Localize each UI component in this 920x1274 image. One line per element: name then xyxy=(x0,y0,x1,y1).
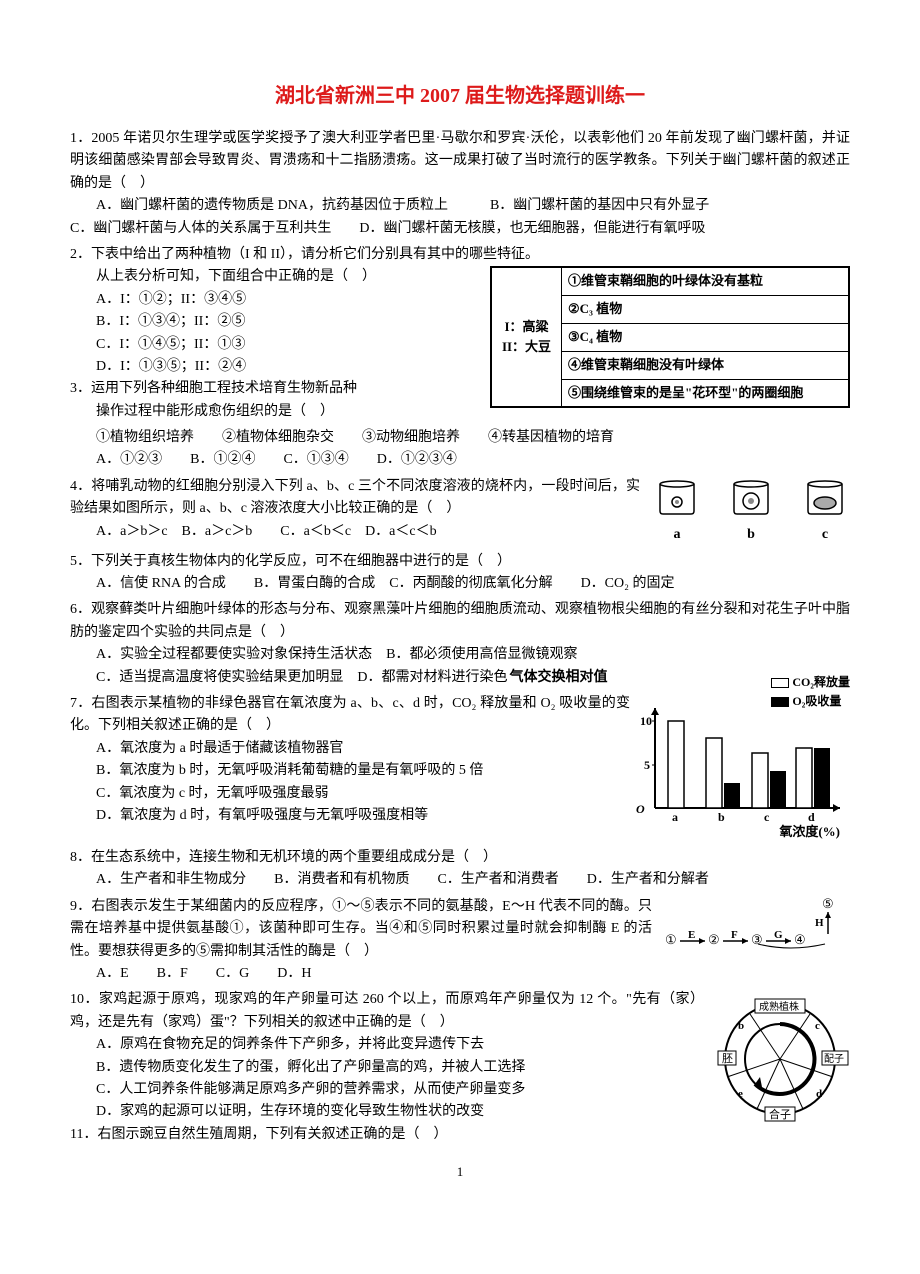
q3-opts: A．①②③ B．①②④ C．①③④ D．①②③④ xyxy=(96,449,850,471)
svg-text:E: E xyxy=(688,929,695,941)
q2-optA: A．I：①②；II：③④⑤ xyxy=(96,289,480,311)
q11-body: 11．右图示豌豆自然生殖周期，下列有关叙述正确的是（ ） xyxy=(70,1124,704,1146)
q2-optD: D．I：①③⑤；II：②④ xyxy=(96,356,480,378)
q7-optD: D．氧浓度为 d 时，有氧呼吸强度与无氧呼吸强度相等 xyxy=(96,805,630,827)
legend-o2: O₂吸收量 xyxy=(792,694,841,708)
svg-text:④: ④ xyxy=(794,932,806,947)
q6-body: 6．观察藓类叶片细胞叶绿体的形态与分布、观察黑藻叶片细胞的细胞质流动、观察植物根… xyxy=(70,599,850,644)
q7-optA: A．氧浓度为 a 时最适于储藏该植物器官 xyxy=(96,738,630,760)
question-4: 4．将哺乳动物的红细胞分别浸入下列 a、b、c 三个不同浓度溶液的烧杯内，一段时… xyxy=(70,476,850,547)
question-9: 9．右图表示发生于某细菌内的反应程序，①～⑤表示不同的氨基酸，E～H 代表不同的… xyxy=(70,896,850,986)
legend-co2: CO₂释放量 xyxy=(792,675,850,689)
svg-text:e: e xyxy=(738,1088,743,1100)
svg-text:a: a xyxy=(672,810,678,824)
svg-text:5: 5 xyxy=(644,758,650,772)
pathway-diagram-icon: ⑤ H ① E ② F ③ G ④ xyxy=(660,896,850,956)
q7-optC: C．氧浓度为 c 时，无氧呼吸强度最弱 xyxy=(96,783,630,805)
q9-opts: A．E B．F C．G D．H xyxy=(96,963,652,985)
q4-opts: A．a＞b＞c B．a＞c＞b C．a＜b＜c D．a＜c＜b xyxy=(96,521,640,543)
table-left-2: II：大豆 xyxy=(502,337,551,358)
svg-text:10: 10 xyxy=(640,714,652,728)
q5-body: 5．下列关于真核生物体内的化学反应，可不在细胞器中进行的是（ ） xyxy=(70,551,850,573)
legend-o2-box xyxy=(771,697,789,707)
question-5: 5．下列关于真核生物体内的化学反应，可不在细胞器中进行的是（ ） A．信使 RN… xyxy=(70,551,850,596)
q2-body: 2．下表中给出了两种植物（I 和 II），请分析它们分别具有其中的哪些特征。 xyxy=(70,244,850,266)
q3-items: ①植物组织培养 ②植物体细胞杂交 ③动物细胞培养 ④转基因植物的培育 xyxy=(96,427,850,449)
table-r4: ④维管束鞘细胞没有叶绿体 xyxy=(562,352,848,380)
svg-text:①: ① xyxy=(665,932,677,947)
question-7: 7．右图表示某植物的非绿色器官在氧浓度为 a、b、c、d 时，CO₂ 释放量和 … xyxy=(70,693,850,843)
table-r2: ②C₃ 植物 xyxy=(562,296,848,324)
question-8: 8．在生态系统中，连接生物和无机环境的两个重要组成成分是（ ） A．生产者和非生… xyxy=(70,847,850,892)
svg-text:d: d xyxy=(816,1088,822,1100)
q9-body: 9．右图表示发生于某细菌内的反应程序，①～⑤表示不同的氨基酸，E～H 代表不同的… xyxy=(70,896,652,963)
q6-optCD: C．适当提高温度将使实验结果更加明显 D．都需对材料进行染色 xyxy=(96,670,507,685)
q3-body: 3．运用下列各种细胞工程技术培育生物新品种 xyxy=(70,378,480,400)
legend-co2-box xyxy=(771,678,789,688)
table-left-1: I：高粱 xyxy=(504,317,548,338)
svg-text:O: O xyxy=(636,802,645,816)
q2-optB: B．I：①③④；II：②⑤ xyxy=(96,311,480,333)
svg-text:⑤: ⑤ xyxy=(822,896,834,911)
svg-text:b: b xyxy=(718,810,725,824)
beaker-b-icon xyxy=(726,476,776,516)
svg-text:c: c xyxy=(815,1020,820,1032)
q6-optAB: A．实验全过程都要使实验对象保持生活状态 B．都必须使用高倍显微镜观察 xyxy=(96,644,850,666)
question-3: ①植物组织培养 ②植物体细胞杂交 ③动物细胞培养 ④转基因植物的培育 A．①②③… xyxy=(70,427,850,472)
q11-figure: 成熟植株 b c 胚 配子 e d 合子 xyxy=(710,989,850,1137)
question-1: 1．2005 年诺贝尔生理学或医学奖授予了澳大利亚学者巴里·马歇尔和罗宾·沃伦，… xyxy=(70,128,850,240)
q7-chart: CO₂释放量 O₂吸收量 10 5 O a b c xyxy=(630,693,850,843)
beaker-b-label: b xyxy=(726,524,776,546)
q2-optC: C．I：①④⑤；II：①③ xyxy=(96,334,480,356)
q2-table: I：高粱 II：大豆 ①维管束鞘细胞的叶绿体没有基粒 ②C₃ 植物 ③C₄ 植物… xyxy=(490,266,850,408)
beaker-a-icon xyxy=(652,476,702,516)
table-r5: ⑤围绕维管束的是呈"花环型"的两圈细胞 xyxy=(562,380,848,407)
q5-opts: A．信使 RNA 的合成 B．胃蛋白酶的合成 C．丙酮酸的彻底氧化分解 D．CO… xyxy=(96,573,850,595)
page-title: 湖北省新洲三中 2007 届生物选择题训练一 xyxy=(70,80,850,112)
beaker-c-label: c xyxy=(800,524,850,546)
q9-figure: ⑤ H ① E ② F ③ G ④ xyxy=(660,896,850,964)
q10-body: 10．家鸡起源于原鸡，现家鸡的年产卵量可达 260 个以上，而原鸡年产卵量仅为 … xyxy=(70,989,704,1034)
q10-optC: C．人工饲养条件能够满足原鸡多产卵的营养需求，从而使产卵量变多 xyxy=(96,1079,704,1101)
q2-line2: 从上表分析可知，下面组合中正确的是（ ） xyxy=(96,266,480,288)
question-2: 2．下表中给出了两种植物（I 和 II），请分析它们分别具有其中的哪些特征。 从… xyxy=(70,244,850,423)
cycle-diagram-icon: 成熟植株 b c 胚 配子 e d 合子 xyxy=(710,989,850,1129)
table-r3: ③C₄ 植物 xyxy=(562,324,848,352)
q7-body: 7．右图表示某植物的非绿色器官在氧浓度为 a、b、c、d 时，CO₂ 释放量和 … xyxy=(70,693,630,738)
svg-text:c: c xyxy=(764,810,770,824)
q8-opts: A．生产者和非生物成分 B．消费者和有机物质 C．生产者和消费者 D．生产者和分… xyxy=(96,869,850,891)
q4-body: 4．将哺乳动物的红细胞分别浸入下列 a、b、c 三个不同浓度溶液的烧杯内，一段时… xyxy=(70,476,640,521)
q10-optD: D．家鸡的起源可以证明，生存环境的变化导致生物性状的改变 xyxy=(96,1101,704,1123)
svg-text:F: F xyxy=(731,929,738,941)
svg-text:配子: 配子 xyxy=(824,1053,844,1065)
page-number: 1 xyxy=(70,1162,850,1183)
svg-text:b: b xyxy=(738,1020,744,1032)
question-6: 6．观察藓类叶片细胞叶绿体的形态与分布、观察黑藻叶片细胞的细胞质流动、观察植物根… xyxy=(70,599,850,689)
svg-text:合子: 合子 xyxy=(769,1107,791,1121)
q4-figure: a b c xyxy=(652,476,850,547)
q7-optB: B．氧浓度为 b 时，无氧呼吸消耗葡萄糖的量是有氧呼吸的 5 倍 xyxy=(96,760,630,782)
q1-opts-row1: A．幽门螺杆菌的遗传物质是 DNA，抗药基因位于质粒上 B．幽门螺杆菌的基因中只… xyxy=(96,195,850,217)
beaker-a-label: a xyxy=(652,524,702,546)
q10-optB: B．遗传物质变化发生了的蛋，孵化出了产卵量高的鸡，并被人工选择 xyxy=(96,1057,704,1079)
q10-optA: A．原鸡在食物充足的饲养条件下产卵多，并将此变异遗传下去 xyxy=(96,1034,704,1056)
q7-chart-title: 气体交换相对值 xyxy=(509,670,607,685)
table-r1: ①维管束鞘细胞的叶绿体没有基粒 xyxy=(562,268,848,296)
bar-chart-icon: 10 5 O a b c d xyxy=(630,693,850,843)
q8-body: 8．在生态系统中，连接生物和无机环境的两个重要组成成分是（ ） xyxy=(70,847,850,869)
q1-opts-row2: C．幽门螺杆菌与人体的关系属于互利共生 D．幽门螺杆菌无核膜，也无细胞器，但能进… xyxy=(70,218,850,240)
q1-body: 1．2005 年诺贝尔生理学或医学奖授予了澳大利亚学者巴里·马歇尔和罗宾·沃伦，… xyxy=(70,128,850,195)
x-axis-label: 氧浓度(%) xyxy=(779,822,840,843)
beaker-c-icon xyxy=(800,476,850,516)
question-10: 10．家鸡起源于原鸡，现家鸡的年产卵量可达 260 个以上，而原鸡年产卵量仅为 … xyxy=(70,989,850,1146)
svg-text:②: ② xyxy=(708,932,720,947)
q3-line2: 操作过程中能形成愈伤组织的是（ ） xyxy=(96,401,480,423)
svg-text:G: G xyxy=(774,929,783,941)
svg-text:H: H xyxy=(815,917,824,929)
svg-text:胚: 胚 xyxy=(722,1052,733,1065)
svg-text:成熟植株: 成熟植株 xyxy=(759,1000,799,1013)
